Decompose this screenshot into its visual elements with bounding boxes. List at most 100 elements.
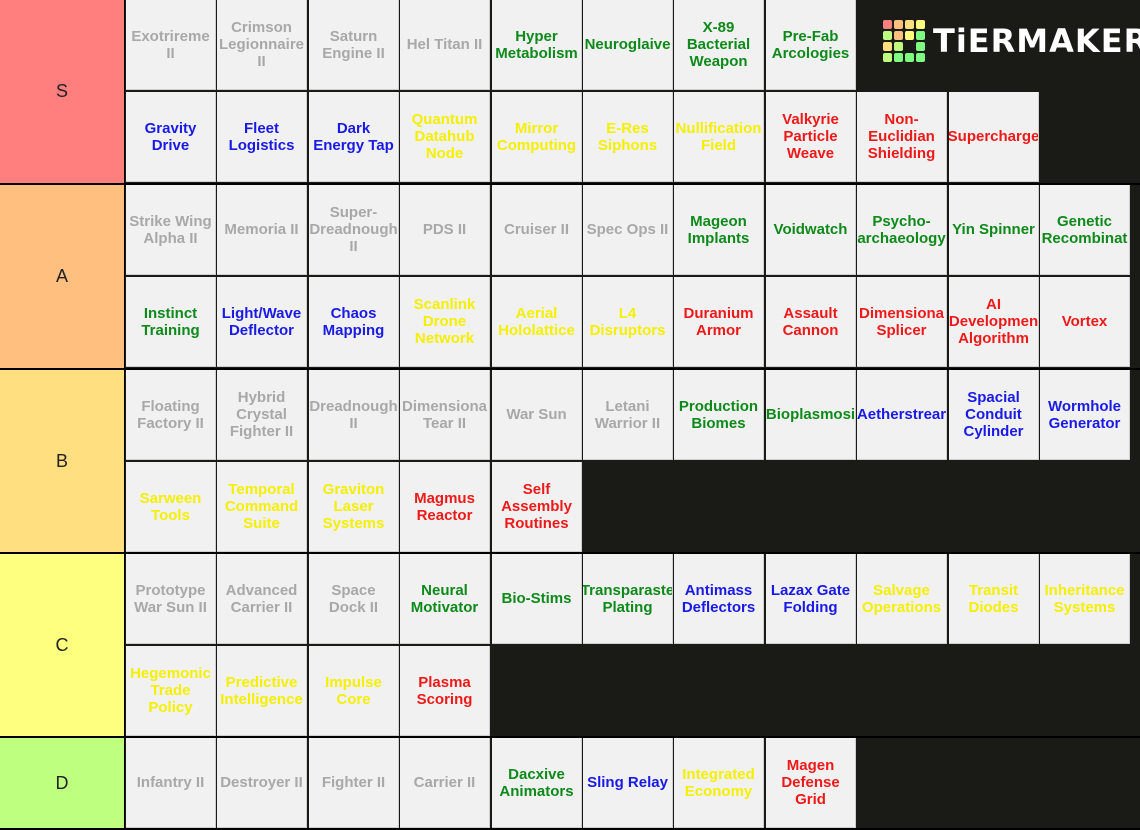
tier-item-tile[interactable]: Inheritance Systems	[1040, 554, 1130, 644]
tier-item-tile[interactable]: Salvage Operations	[857, 554, 947, 644]
logo-square	[905, 31, 914, 40]
tier-item-tile[interactable]: Crimson Legionnaire II	[217, 0, 307, 90]
tier-item-tile[interactable]: Dimensiona Tear II	[400, 370, 490, 460]
tier-item-tile[interactable]: Pre-Fab Arcologies	[766, 0, 856, 90]
tier-item-tile[interactable]: Duranium Armor	[674, 277, 764, 367]
tier-item-tile[interactable]: Cruiser II	[492, 185, 582, 275]
tier-item-tile[interactable]: Spec Ops II	[583, 185, 673, 275]
logo-square	[916, 53, 925, 62]
tier-item-tile[interactable]: Sarween Tools	[126, 462, 216, 552]
tier-items: Infantry II Destroyer II Fighter II Carrier…	[126, 738, 1140, 828]
tier-item-tile[interactable]: Dacxive Animators	[492, 738, 582, 828]
tier-item-tile[interactable]: Lazax Gate Folding	[766, 554, 856, 644]
tier-item-tile[interactable]: Spacial Conduit Cylinder	[949, 370, 1039, 460]
tier-item-tile[interactable]: Non- Euclidian Shielding	[857, 92, 947, 182]
tier-item-tile[interactable]: Plasma Scoring	[400, 646, 490, 736]
tier-item-tile[interactable]: Letani Warrior II	[583, 370, 673, 460]
tier-item-tile[interactable]: Chaos Mapping	[309, 277, 399, 367]
tier-label[interactable]: C	[0, 554, 125, 736]
tier-item-tile[interactable]: Quantum Datahub Node	[400, 92, 490, 182]
tier-item-tile[interactable]: Transparaste Plating	[583, 554, 673, 644]
tier-item-tile[interactable]: Hybrid Crystal Fighter II	[217, 370, 307, 460]
tier-item-tile[interactable]: Wormhole Generator	[1040, 370, 1130, 460]
tier-item-tile[interactable]: Dreadnough II	[309, 370, 399, 460]
tier-item-tile[interactable]: Scanlink Drone Network	[400, 277, 490, 367]
tier-item-tile[interactable]: L4 Disruptors	[583, 277, 673, 367]
tier-item-tile[interactable]: Neuroglaive	[583, 0, 673, 90]
tier-item-tile[interactable]: Advanced Carrier II	[217, 554, 307, 644]
tier-item-tile[interactable]: Infantry II	[126, 738, 216, 828]
tier-item-tile[interactable]: Dimensiona Splicer	[857, 277, 947, 367]
tier-item-tile[interactable]: Strike Wing Alpha II	[126, 185, 216, 275]
tier-label[interactable]: A	[0, 185, 125, 368]
tier-row-c: C Prototype War Sun II Advanced Carrier II…	[0, 554, 1140, 738]
tier-item-tile[interactable]: Psycho- archaeology	[857, 185, 947, 275]
tier-item-tile[interactable]: Antimass Deflectors	[674, 554, 764, 644]
logo-square	[894, 31, 903, 40]
tier-item-tile[interactable]: Supercharge	[949, 92, 1039, 182]
tier-item-tile[interactable]: Bio-Stims	[492, 554, 582, 644]
tier-item-tile[interactable]: Yin Spinner	[949, 185, 1039, 275]
tier-item-tile[interactable]: Hyper Metabolism	[492, 0, 582, 90]
tier-item-tile[interactable]: Temporal Command Suite	[217, 462, 307, 552]
tier-item-tile[interactable]: War Sun	[492, 370, 582, 460]
tier-item-tile[interactable]: Mageon Implants	[674, 185, 764, 275]
tier-item-tile[interactable]: Transit Diodes	[949, 554, 1039, 644]
tier-item-tile[interactable]: Fleet Logistics	[217, 92, 307, 182]
logo-text: TiERMAKER	[933, 22, 1140, 60]
tier-item-tile[interactable]: Fighter II	[309, 738, 399, 828]
tier-item-tile[interactable]: Bioplasmosi	[766, 370, 856, 460]
logo-square	[905, 53, 914, 62]
logo-square	[916, 31, 925, 40]
tier-item-tile[interactable]: Hegemonic Trade Policy	[126, 646, 216, 736]
tier-item-tile[interactable]: Instinct Training	[126, 277, 216, 367]
tier-item-tile[interactable]: Space Dock II	[309, 554, 399, 644]
tier-item-tile[interactable]: E-Res Siphons	[583, 92, 673, 182]
tier-item-tile[interactable]: Genetic Recombinat	[1040, 185, 1130, 275]
tier-item-tile[interactable]: Saturn Engine II	[309, 0, 399, 90]
tiermaker-logo: TiERMAKER	[883, 20, 1140, 62]
tier-item-tile[interactable]: Voidwatch	[766, 185, 856, 275]
tier-label[interactable]: B	[0, 370, 125, 552]
tier-item-tile[interactable]: Integrated Economy	[674, 738, 764, 828]
tier-item-tile[interactable]: Prototype War Sun II	[126, 554, 216, 644]
tier-label[interactable]: S	[0, 0, 125, 183]
tier-item-tile[interactable]: Sling Relay	[583, 738, 673, 828]
tier-item-tile[interactable]: X-89 Bacterial Weapon	[674, 0, 764, 90]
tier-item-tile[interactable]: Nullification Field	[674, 92, 764, 182]
tier-item-tile[interactable]: Light/Wave Deflector	[217, 277, 307, 367]
tier-item-tile[interactable]: Floating Factory II	[126, 370, 216, 460]
tier-item-tile[interactable]: Destroyer II	[217, 738, 307, 828]
tier-item-tile[interactable]: Aerial Hololattice	[492, 277, 582, 367]
tier-label[interactable]: D	[0, 738, 125, 828]
tier-item-tile[interactable]: Self Assembly Routines	[492, 462, 582, 552]
tier-item-tile[interactable]: Impulse Core	[309, 646, 399, 736]
logo-square	[916, 20, 925, 29]
tier-item-tile[interactable]: Mirror Computing	[492, 92, 582, 182]
tier-item-tile[interactable]: Production Biomes	[674, 370, 764, 460]
logo-square	[883, 31, 892, 40]
tier-item-tile[interactable]: Magmus Reactor	[400, 462, 490, 552]
tier-item-tile[interactable]: Dark Energy Tap	[309, 92, 399, 182]
tier-item-tile[interactable]: AI Developmen Algorithm	[949, 277, 1039, 367]
tier-item-tile[interactable]: Gravity Drive	[126, 92, 216, 182]
tier-item-tile[interactable]: Assault Cannon	[766, 277, 856, 367]
tier-item-tile[interactable]: Hel Titan II	[400, 0, 490, 90]
tier-item-tile[interactable]: Aetherstrear	[857, 370, 947, 460]
tier-items: Strike Wing Alpha II Memoria II Super- Dre…	[126, 185, 1140, 368]
logo-square	[905, 42, 914, 51]
tier-row-a: A Strike Wing Alpha II Memoria II Super- Dr…	[0, 185, 1140, 370]
tier-item-tile[interactable]: Magen Defense Grid	[766, 738, 856, 828]
tier-item-tile[interactable]: Vortex	[1040, 277, 1130, 367]
logo-square	[883, 53, 892, 62]
tier-item-tile[interactable]: Predictive Intelligence	[217, 646, 307, 736]
tier-item-tile[interactable]: PDS II	[400, 185, 490, 275]
tier-item-tile[interactable]: Memoria II	[217, 185, 307, 275]
tier-item-tile[interactable]: Carrier II	[400, 738, 490, 828]
tier-item-tile[interactable]: Neural Motivator	[400, 554, 490, 644]
tier-item-tile[interactable]: Super- Dreadnough II	[309, 185, 399, 275]
logo-square	[883, 42, 892, 51]
tier-item-tile[interactable]: Exotrireme II	[126, 0, 216, 90]
tier-item-tile[interactable]: Valkyrie Particle Weave	[766, 92, 856, 182]
tier-item-tile[interactable]: Graviton Laser Systems	[309, 462, 399, 552]
